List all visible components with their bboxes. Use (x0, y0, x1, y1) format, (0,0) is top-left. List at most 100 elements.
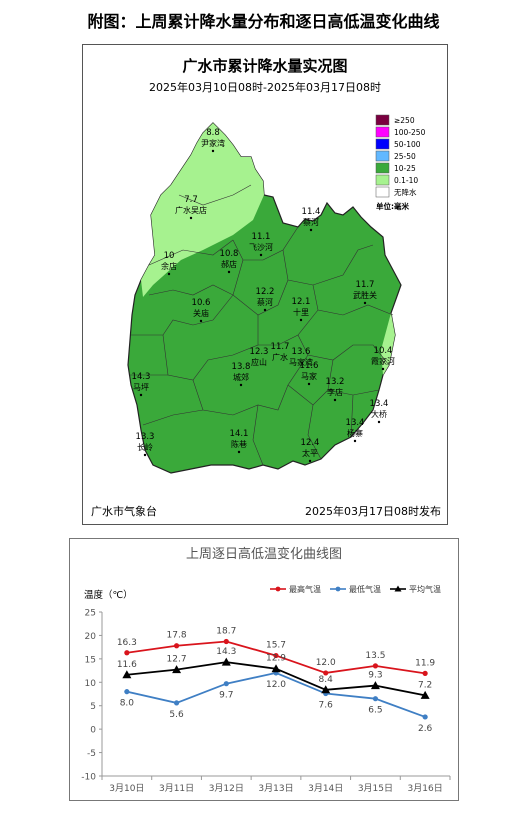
data-point (422, 714, 428, 720)
legend-label: ≥250 (394, 116, 415, 125)
x-tick-label: 3月15日 (358, 783, 393, 794)
svg-text:14.1: 14.1 (230, 429, 249, 439)
data-label: 13.5 (365, 651, 385, 661)
data-point (173, 700, 180, 706)
data-point (273, 652, 279, 659)
legend-unit: 单位:毫米 (376, 201, 409, 211)
map-title: 广水市累计降水量实况图 (182, 57, 347, 75)
y-tick-label: 20 (85, 632, 97, 642)
data-point (422, 670, 428, 676)
legend-swatch (375, 186, 390, 198)
data-label: 11.6 (117, 660, 137, 670)
map-subtitle: 2025年03月10日08时-2025年03月17日08时 (149, 80, 381, 94)
svg-text:13.4: 13.4 (346, 418, 365, 428)
data-point (172, 665, 182, 674)
legend-label: 平均气温 (409, 584, 441, 594)
legend-swatch (375, 126, 390, 138)
legend-marker (275, 586, 281, 592)
data-label: 9.7 (219, 691, 233, 701)
township-boundaries (130, 184, 394, 466)
data-label: 7.6 (319, 701, 334, 711)
data-point (124, 650, 130, 656)
data-label: 12.7 (167, 655, 187, 665)
legend-swatch (375, 162, 390, 174)
station-name: 尹家湾 (201, 138, 225, 148)
legend-label: 最高气温 (289, 584, 321, 594)
precipitation-map: 广水市累计降水量实况图 2025年03月10日08时-2025年03月17日08… (91, 57, 441, 518)
data-label: 12.0 (266, 680, 286, 690)
data-point (223, 681, 229, 687)
svg-text:应山: 应山 (251, 357, 267, 367)
svg-text:广水: 广水 (272, 352, 288, 362)
svg-text:11.1: 11.1 (252, 232, 271, 242)
svg-text:蔡河: 蔡河 (303, 217, 319, 227)
svg-text:陈巷: 陈巷 (231, 439, 247, 449)
region-0-10 (141, 123, 264, 297)
y-tick-label: 25 (85, 609, 96, 619)
data-label: 18.7 (216, 627, 236, 637)
legend-swatch (375, 174, 390, 186)
legend-label: 25-50 (394, 152, 416, 161)
station-haodian: 10.8 郝店 (220, 249, 238, 274)
station-changling: 13.3 长岭 (136, 432, 154, 457)
data-point (221, 657, 231, 666)
station-shili: 12.1 十里 (292, 297, 311, 322)
svg-text:10.6: 10.6 (192, 298, 211, 308)
data-label: 2.6 (418, 724, 433, 734)
svg-text:7.7: 7.7 (184, 195, 198, 205)
temperature-chart: 上周逐日高低温变化曲线图 温度（℃） 最高气温 最低气温 平均气温 -10 -5 0 5 1… (81, 546, 451, 794)
svg-text:蔡河: 蔡河 (257, 297, 273, 307)
legend-marker (335, 586, 341, 592)
svg-text:11.7: 11.7 (271, 342, 290, 352)
y-tick-label: -5 (87, 749, 96, 759)
y-axis-label: 温度（℃） (84, 589, 133, 601)
y-tick-label: 0 (90, 726, 96, 736)
legend-label: 50-100 (394, 140, 421, 149)
station-yangzhai: 13.4 杨寨 (346, 418, 365, 443)
data-label: 9.3 (368, 671, 382, 681)
y-tick-label: 15 (85, 655, 96, 665)
svg-text:10.4: 10.4 (374, 346, 393, 356)
data-point (271, 664, 281, 673)
svg-text:余店: 余店 (161, 261, 177, 271)
x-tick-label: 3月11日 (159, 783, 194, 794)
svg-text:13.4: 13.4 (370, 399, 389, 409)
legend-label: 无降水 (394, 187, 417, 197)
svg-text:11.7: 11.7 (356, 280, 375, 290)
station-wushengguan: 11.7 武胜关 (353, 280, 377, 305)
x-tick-label: 3月14日 (308, 783, 343, 794)
station-daqiao: 13.4 大桥 (370, 399, 389, 424)
x-tick-label: 3月16日 (408, 783, 443, 794)
station-caihe-north: 11.4 蔡河 (302, 207, 320, 232)
svg-text:关庙: 关庙 (193, 308, 209, 318)
svg-text:马家: 马家 (301, 371, 317, 381)
svg-text:13.6: 13.6 (292, 347, 311, 357)
svg-text:武胜关: 武胜关 (353, 290, 377, 300)
legend-label: 10-25 (394, 164, 416, 173)
x-tick-label: 3月10日 (109, 783, 144, 794)
station-majiawan: 13.6 马家湾 (289, 347, 313, 367)
svg-text:14.3: 14.3 (132, 372, 151, 382)
x-tick-label: 3月12日 (209, 783, 244, 794)
data-point (122, 670, 132, 679)
y-tick-label: 5 (90, 702, 96, 712)
svg-text:12.1: 12.1 (292, 297, 311, 307)
data-point (370, 681, 380, 690)
chart-legend: 最高气温 最低气温 平均气温 (270, 584, 441, 594)
svg-text:10: 10 (164, 251, 175, 261)
temperature-chart-panel: 上周逐日高低温变化曲线图 温度（℃） 最高气温 最低气温 平均气温 -10 -5 0 5 1… (69, 538, 459, 801)
svg-text:李店: 李店 (327, 387, 343, 397)
legend-label: 最低气温 (349, 584, 381, 594)
svg-text:13.2: 13.2 (326, 377, 345, 387)
station-guangshui: 11.7 广水 (271, 342, 290, 362)
y-tick-label: 10 (85, 679, 97, 689)
data-label: 12.9 (266, 654, 286, 664)
y-tick-label: -10 (81, 773, 96, 783)
data-label: 12.0 (316, 658, 336, 668)
svg-text:太平: 太平 (302, 448, 318, 458)
data-point (321, 685, 331, 694)
station-wudian: 7.7 广水吴店 (175, 195, 207, 220)
page-title: 附图：上周累计降水量分布和逐日高低温变化曲线 (87, 12, 440, 31)
data-label: 8.0 (120, 699, 135, 709)
station-labels: 8.8 尹家湾 7.7 广水吴店 10 余店 10.8 郝店 11.1 (132, 128, 395, 463)
